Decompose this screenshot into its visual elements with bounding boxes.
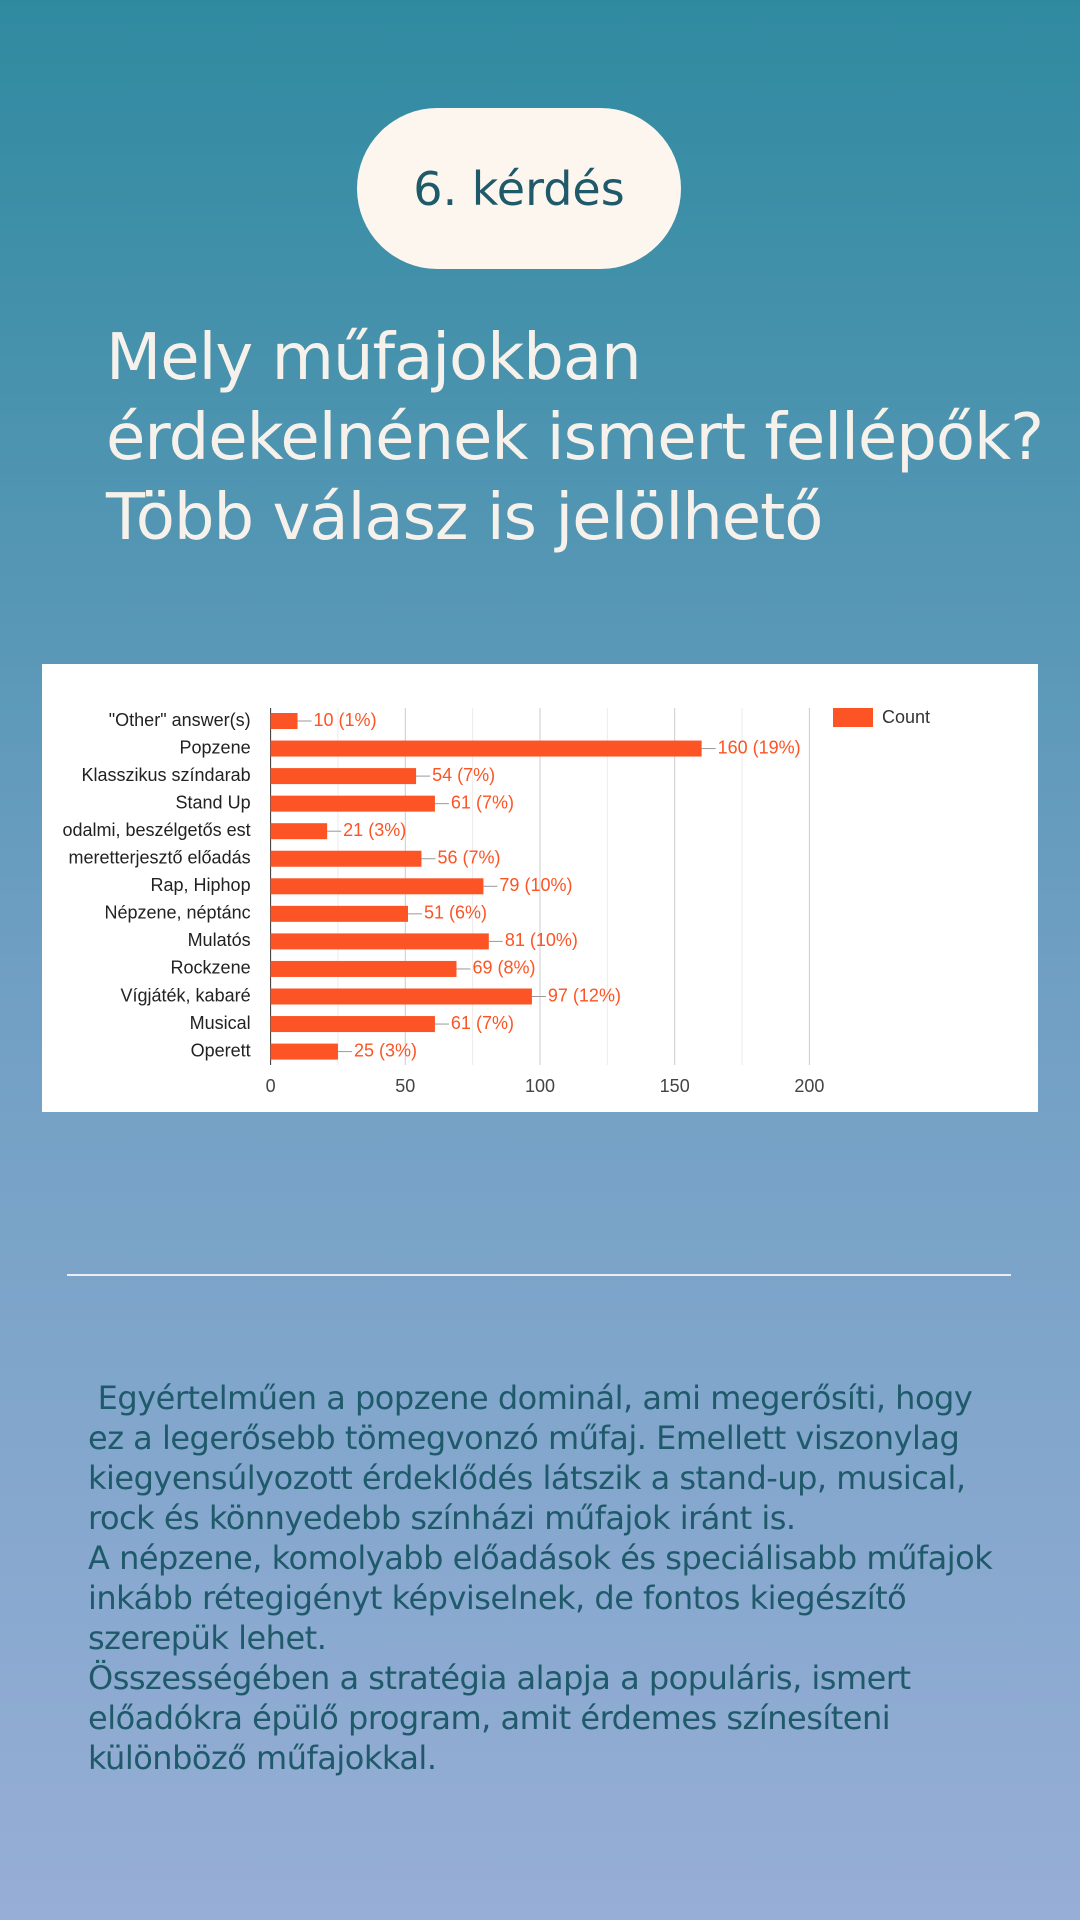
- legend-swatch: [833, 708, 873, 727]
- bar: [270, 988, 532, 1005]
- summary: Egyértelműen a popzene dominál, ami mege…: [88, 1378, 1008, 1778]
- heading-line: Mely műfajokban: [106, 321, 642, 395]
- value-label: 21 (3%): [343, 820, 406, 840]
- y-tick-label: Vígjáték, kabaré: [121, 985, 251, 1005]
- value-label: 10 (1%): [314, 710, 377, 730]
- y-tick-label: "Other" answer(s): [109, 710, 251, 730]
- y-tick-label: Rap, Hiphop: [151, 875, 251, 895]
- bar: [270, 933, 489, 950]
- bar: [270, 795, 435, 812]
- x-tick-label: 150: [660, 1076, 690, 1096]
- chart: 0 50 100 150 200 10 (1%) 160 (19%) 54 (7%) 61 (7…: [42, 664, 1038, 1112]
- y-tick-label: odalmi, beszélgetős est: [62, 820, 250, 840]
- bar: [270, 823, 328, 840]
- value-label: 81 (10%): [505, 930, 578, 950]
- y-tick-label: Stand Up: [176, 792, 251, 812]
- y-tick-label: Musical: [190, 1013, 251, 1033]
- heading: Mely műfajokban érdekelnének ismert fell…: [106, 318, 1044, 558]
- y-tick-label: Mulatós: [188, 930, 251, 950]
- value-label: 25 (3%): [354, 1040, 417, 1060]
- heading-line: érdekelnének ismert fellépők?: [106, 401, 1044, 475]
- value-label: 61 (7%): [451, 792, 514, 812]
- x-tick-label: 50: [395, 1076, 415, 1096]
- y-tick-label: meretterjesztő előadás: [69, 848, 251, 868]
- value-label: 69 (8%): [472, 958, 535, 978]
- paragraph: A népzene, komolyabb előadások és speciá…: [88, 1539, 1002, 1657]
- paragraph: Egyértelműen a popzene dominál, ami mege…: [88, 1379, 982, 1537]
- question-badge: 6. kérdés: [357, 108, 681, 269]
- bar: [270, 768, 417, 785]
- bar: [270, 1043, 338, 1060]
- x-tick-label: 0: [266, 1076, 276, 1096]
- bar: [270, 960, 457, 977]
- divider: [67, 1274, 1011, 1276]
- legend-label: Count: [882, 707, 930, 727]
- value-label: 61 (7%): [451, 1013, 514, 1033]
- value-label: 97 (12%): [548, 985, 621, 1005]
- bar: [270, 1016, 435, 1033]
- value-label: 56 (7%): [437, 848, 500, 868]
- y-tick-label: Operett: [191, 1040, 251, 1060]
- heading-line: Több válasz is jelölhető: [106, 481, 823, 555]
- y-tick-label: Rockzene: [171, 958, 251, 978]
- bar: [270, 850, 422, 867]
- bar: [270, 905, 408, 922]
- value-label: 160 (19%): [718, 737, 801, 757]
- value-label: 79 (10%): [499, 875, 572, 895]
- bar: [270, 740, 702, 757]
- paragraph: Összességében a stratégia alapja a popul…: [88, 1659, 921, 1777]
- x-tick-label: 200: [794, 1076, 824, 1096]
- y-tick-label: Népzene, néptánc: [104, 903, 250, 923]
- bar: [270, 713, 298, 729]
- y-tick-label: Klasszikus színdarab: [82, 765, 251, 785]
- value-label: 54 (7%): [432, 765, 495, 785]
- y-tick-label: Popzene: [180, 737, 251, 757]
- x-tick-label: 100: [525, 1076, 555, 1096]
- bar: [270, 878, 484, 895]
- value-label: 51 (6%): [424, 903, 487, 923]
